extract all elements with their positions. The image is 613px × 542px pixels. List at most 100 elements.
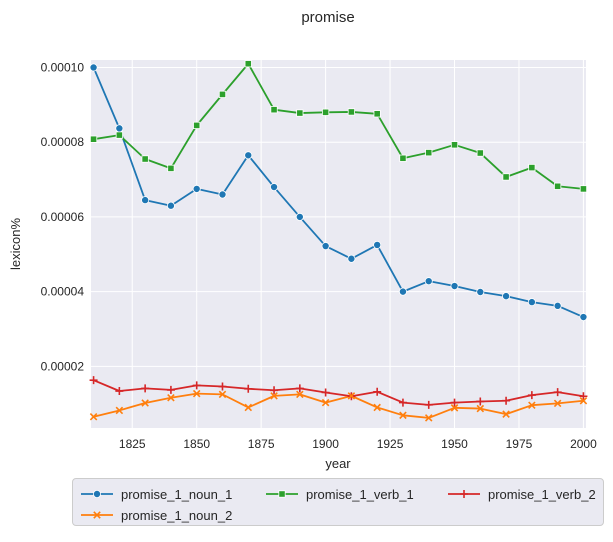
data-point [193, 121, 201, 129]
data-point [218, 390, 227, 399]
data-point [424, 414, 433, 422]
data-point [476, 288, 485, 297]
data-point [373, 110, 381, 118]
data-point [296, 390, 304, 399]
data-point [450, 404, 459, 412]
data-point [218, 382, 227, 391]
data-point [141, 155, 149, 163]
data-point [553, 301, 562, 310]
y-tick-label: 0.00008 [41, 135, 85, 149]
data-point [166, 385, 175, 394]
data-point [476, 397, 485, 406]
legend-label: promise_1_verb_1 [306, 486, 414, 502]
y-axis-label: lexicon% [8, 218, 23, 270]
data-point [115, 406, 124, 415]
series-line-promise-1-noun-2 [93, 392, 584, 419]
data-point [502, 173, 510, 181]
data-point [270, 392, 278, 400]
series-line-promise-1-noun-1 [92, 67, 584, 318]
data-point [399, 154, 407, 162]
data-point [218, 90, 227, 98]
legend: promise_1_noun_1 promise_1_verb_1 promis… [72, 478, 604, 526]
y-tick-label: 0.00004 [41, 285, 85, 299]
data-point [321, 242, 330, 251]
legend-label: promise_1_noun_1 [121, 486, 233, 502]
data-point [141, 196, 150, 205]
legend-swatch [81, 490, 113, 498]
data-point [218, 190, 227, 199]
data-point [244, 151, 253, 160]
data-point [192, 184, 201, 193]
data-point [450, 398, 459, 407]
x-tick-label: 1975 [506, 437, 533, 451]
data-point [579, 396, 588, 405]
data-point [244, 60, 252, 68]
series-lines [92, 62, 584, 419]
data-point [373, 403, 381, 412]
data-point [373, 387, 382, 396]
legend-swatch [81, 511, 113, 519]
data-point [553, 399, 562, 408]
data-point [192, 381, 201, 390]
chart-title: promise [301, 9, 354, 26]
data-point [476, 149, 484, 157]
data-point [460, 490, 468, 498]
data-point [528, 163, 536, 172]
data-point [270, 386, 279, 395]
data-point [502, 410, 510, 418]
x-tick-label: 2000 [570, 437, 597, 451]
data-point [115, 387, 124, 396]
data-point [93, 511, 101, 519]
data-point [502, 396, 511, 405]
data-point [579, 185, 588, 193]
data-point [321, 388, 330, 397]
data-point [278, 490, 286, 498]
data-point [502, 292, 511, 301]
series-line-promise-1-verb-1 [93, 62, 584, 190]
data-point [527, 298, 536, 307]
y-tick-label: 0.00006 [41, 210, 85, 224]
data-point [527, 391, 536, 400]
x-tick-label: 1875 [248, 437, 275, 451]
legend-item-promise-1-verb-2: promise_1_verb_2 [446, 485, 596, 503]
series-markers [89, 60, 588, 422]
data-point [270, 106, 278, 114]
data-point [425, 149, 433, 157]
data-point [450, 282, 459, 291]
data-point [398, 287, 407, 296]
y-tick-label: 0.00010 [41, 60, 85, 74]
data-point [166, 201, 175, 210]
x-tick-label: 1925 [377, 437, 404, 451]
data-point [244, 403, 253, 412]
x-tick-label: 1825 [119, 437, 146, 451]
data-point [579, 392, 588, 401]
data-point [89, 135, 98, 143]
x-tick-label: 1950 [441, 437, 468, 451]
data-point [553, 388, 562, 397]
x-axis-label: year [325, 456, 351, 471]
legend-label: promise_1_verb_2 [488, 486, 596, 502]
series-line-promise-1-verb-2 [93, 379, 584, 406]
data-point [398, 398, 407, 407]
data-point [347, 254, 356, 263]
data-point [347, 392, 356, 400]
data-point [89, 376, 98, 385]
data-point [141, 399, 149, 407]
data-point [92, 490, 101, 498]
data-point [295, 384, 304, 393]
data-point [141, 384, 150, 393]
data-point [296, 109, 304, 117]
x-tick-labels: 1825 1850 1875 1900 1925 1950 1975 2000 [119, 437, 597, 451]
legend-swatch [448, 490, 480, 498]
data-point [347, 108, 355, 116]
x-tick-label: 1900 [312, 437, 339, 451]
data-point [89, 63, 98, 72]
data-point [476, 404, 485, 413]
data-point [321, 398, 330, 407]
legend-label: promise_1_noun_2 [121, 507, 233, 523]
data-point [554, 182, 562, 190]
legend-item-promise-1-verb-1: promise_1_verb_1 [264, 485, 414, 503]
data-point [450, 141, 459, 149]
